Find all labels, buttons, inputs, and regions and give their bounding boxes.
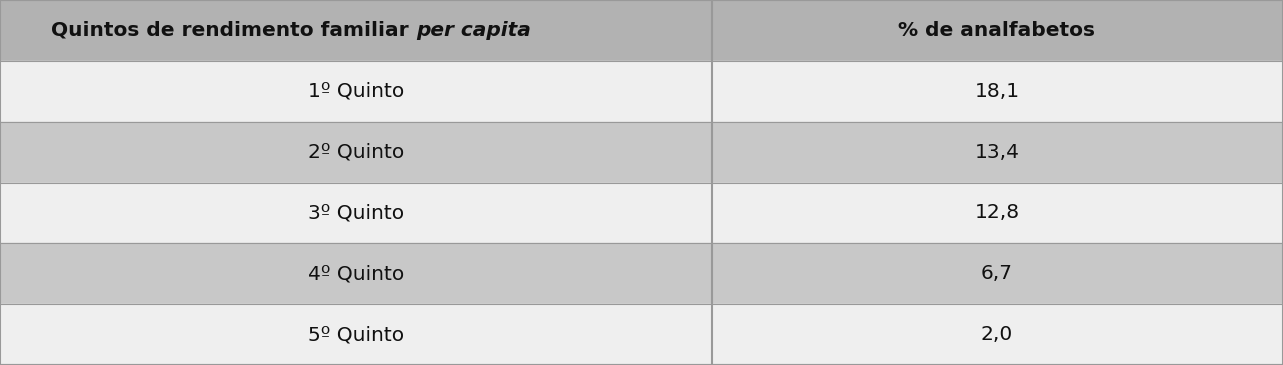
Bar [0, 61, 712, 122]
Bar [0, 182, 712, 243]
Bar [712, 243, 1283, 304]
Text: Quintos de rendimento familiar: Quintos de rendimento familiar [51, 21, 416, 40]
Text: 13,4: 13,4 [974, 143, 1020, 162]
Text: 6,7: 6,7 [981, 264, 1012, 283]
Bar [712, 0, 1283, 61]
Text: 2,0: 2,0 [980, 325, 1014, 344]
Text: % de analfabetos: % de analfabetos [898, 21, 1096, 40]
Text: 4º Quinto: 4º Quinto [308, 264, 404, 283]
Bar [0, 243, 712, 304]
Text: 1º Quinto: 1º Quinto [308, 82, 404, 101]
Bar [712, 182, 1283, 243]
Bar [712, 122, 1283, 182]
Bar [712, 304, 1283, 365]
Text: per capita: per capita [416, 21, 531, 40]
Bar [0, 122, 712, 182]
Text: 2º Quinto: 2º Quinto [308, 143, 404, 162]
Bar [712, 61, 1283, 122]
Text: 12,8: 12,8 [974, 203, 1020, 222]
Bar [0, 304, 712, 365]
Text: 3º Quinto: 3º Quinto [308, 203, 404, 222]
Text: 18,1: 18,1 [974, 82, 1020, 101]
Text: 5º Quinto: 5º Quinto [308, 325, 404, 344]
Bar [0, 0, 712, 61]
